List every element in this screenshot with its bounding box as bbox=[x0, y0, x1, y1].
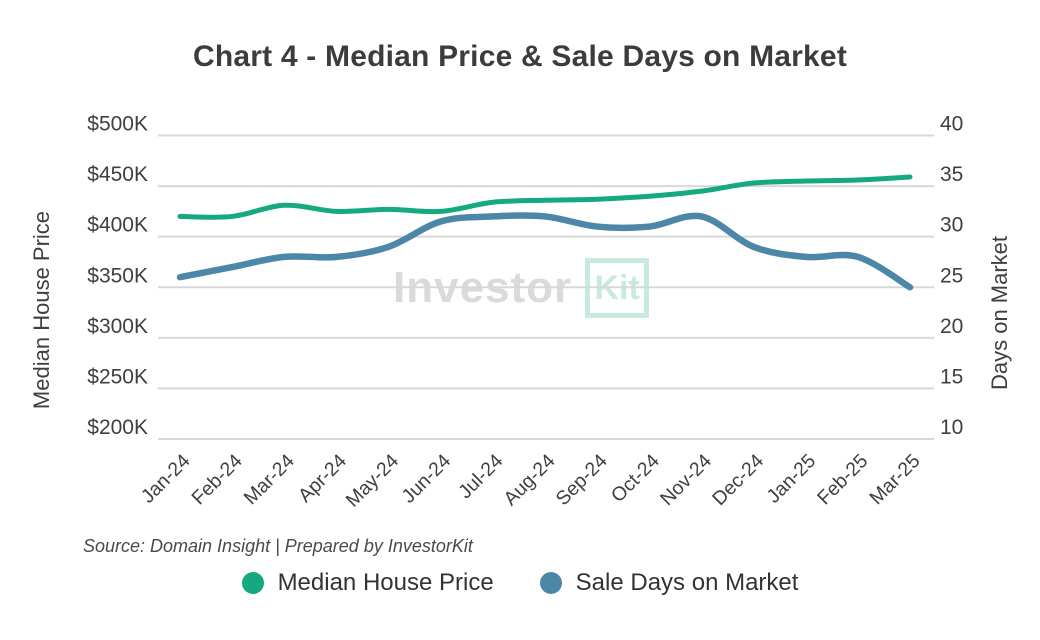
right-axis-tick-label: 20 bbox=[940, 315, 963, 338]
left-axis-tick-label: $400K bbox=[87, 214, 148, 237]
left-axis-tick-label: $250K bbox=[87, 365, 148, 388]
x-axis-tick-label: Mar-25 bbox=[865, 450, 924, 509]
left-axis-tick-label: $200K bbox=[87, 416, 148, 439]
x-axis-tick-label: Dec-24 bbox=[708, 450, 768, 510]
x-axis-tick-label: Mar-24 bbox=[240, 450, 299, 509]
x-axis-tick-label: Jun-24 bbox=[398, 450, 456, 508]
median-house-price-line bbox=[177, 174, 913, 220]
right-axis-tick-label: 10 bbox=[940, 416, 963, 439]
left-axis-tick-label: $500K bbox=[87, 113, 148, 136]
right-axis-tick-label: 25 bbox=[940, 264, 963, 287]
x-axis-tick-label: Sep-24 bbox=[552, 450, 612, 510]
left-axis-tick-label: $450K bbox=[87, 163, 148, 186]
sale-days-legend-dot bbox=[539, 572, 562, 594]
x-axis-tick-label: Jan-24 bbox=[137, 450, 195, 508]
legend-label: Median House Price bbox=[277, 569, 494, 596]
chart-legend: Median House Price Sale Days on Market bbox=[0, 569, 1040, 597]
chart-title: Chart 4 - Median Price & Sale Days on Ma… bbox=[192, 40, 848, 73]
source-note: Source: Domain Insight | Prepared by Inv… bbox=[83, 536, 473, 556]
left-axis-tick-label: $300K bbox=[87, 315, 148, 338]
median-house-price-legend-dot bbox=[241, 572, 264, 594]
legend-item-median-house-price[interactable]: Median House Price bbox=[241, 569, 494, 597]
x-axis-tick-label: Apr-24 bbox=[294, 450, 351, 507]
x-axis-tick-label: Nov-24 bbox=[656, 450, 716, 510]
x-axis-tick-label: Feb-24 bbox=[187, 450, 246, 509]
legend-label: Sale Days on Market bbox=[575, 569, 799, 596]
x-axis-tick-label: Oct-24 bbox=[607, 450, 664, 507]
right-axis-tick-label: 35 bbox=[940, 163, 963, 186]
x-axis-tick-label: Jan-25 bbox=[763, 450, 821, 508]
legend-item-sale-days-on-market[interactable]: Sale Days on Market bbox=[539, 569, 799, 597]
x-axis-tick-label: Feb-25 bbox=[813, 450, 872, 509]
right-axis-tick-label: 15 bbox=[940, 365, 963, 388]
x-axis-tick-label: Aug-24 bbox=[500, 450, 560, 510]
left-axis-tick-label: $350K bbox=[87, 264, 148, 287]
right-axis-tick-label: 30 bbox=[940, 214, 963, 237]
right-axis-tick-label: 40 bbox=[940, 113, 963, 136]
x-axis-tick-label: May-24 bbox=[342, 450, 404, 512]
sale-days-on-market-line bbox=[176, 212, 914, 291]
